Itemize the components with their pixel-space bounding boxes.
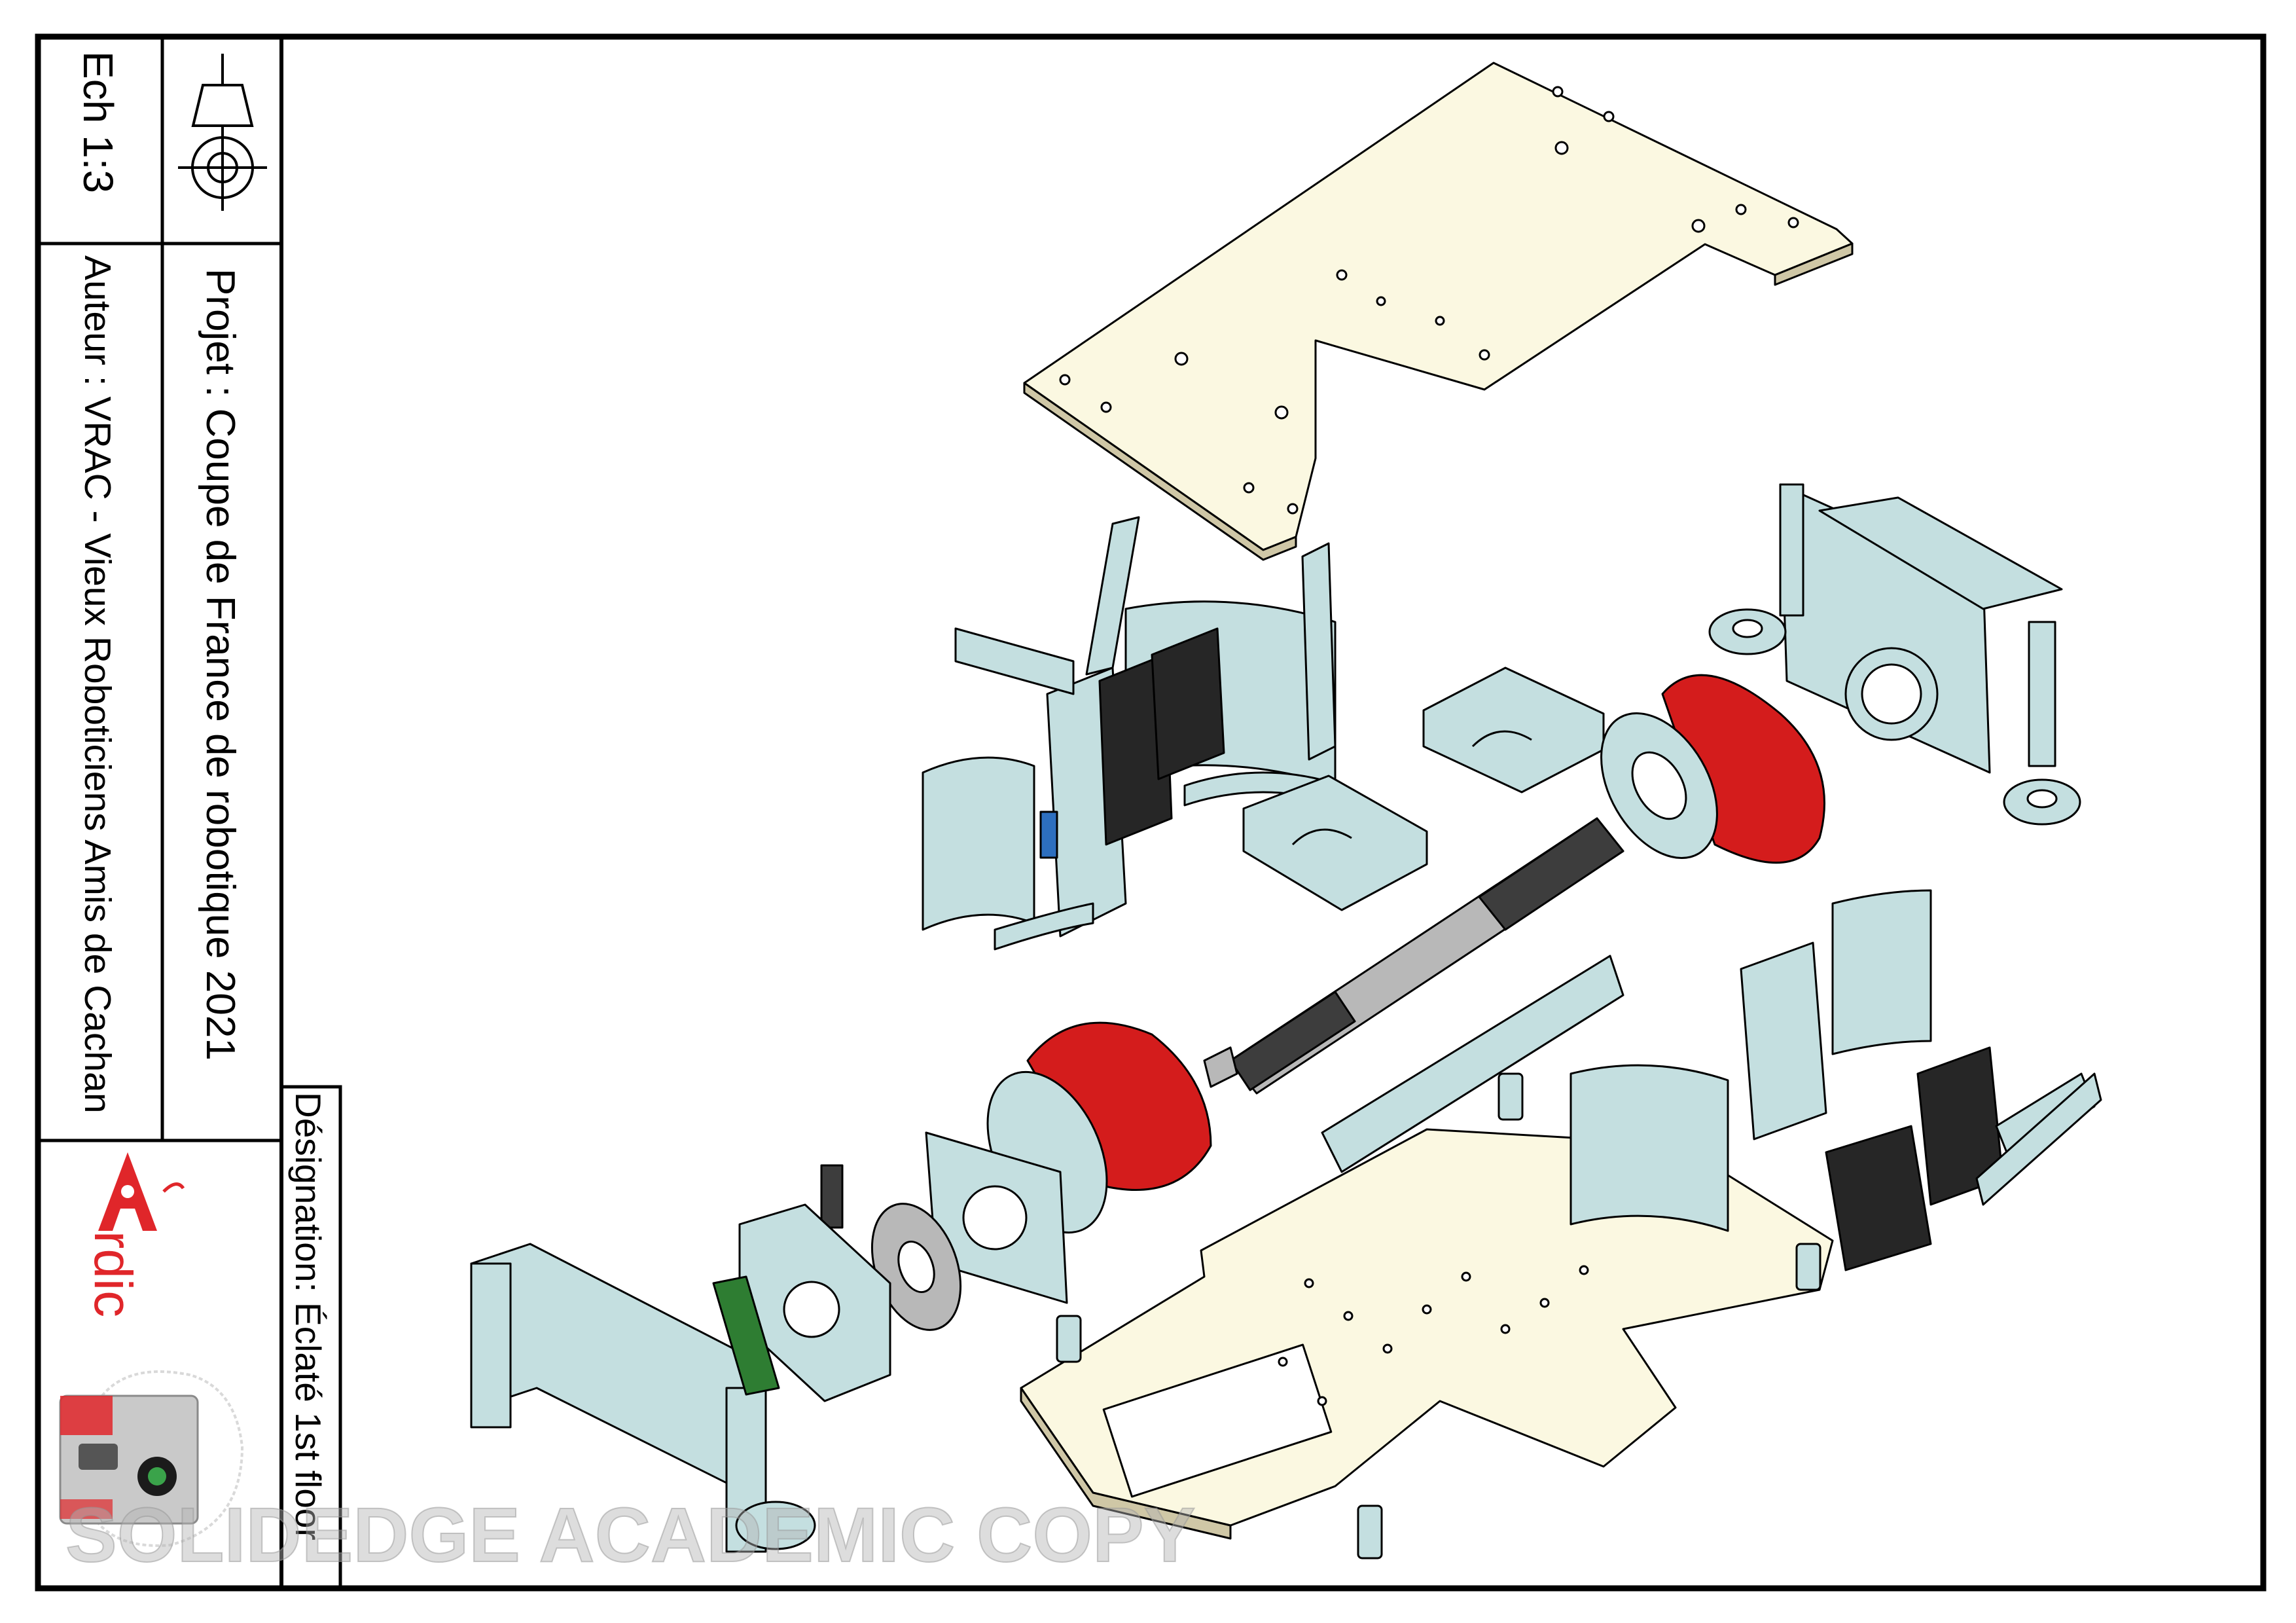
right-wheel xyxy=(1600,674,1825,864)
left-motor-flange xyxy=(925,1131,1068,1304)
right-upper-gearbox-assembly xyxy=(1708,483,2081,826)
exploded-assembly xyxy=(470,62,2102,1559)
project-label: Projet : Coupe de France de robotique 20… xyxy=(198,268,243,1061)
drawing-frame xyxy=(35,33,2267,1592)
title-block xyxy=(38,37,342,1588)
bottom-plate-holes xyxy=(1278,1265,1589,1406)
standoffs xyxy=(1056,1072,1821,1559)
left-upper-gripper-assembly xyxy=(922,516,1343,951)
top-plate xyxy=(1023,62,1854,561)
bottom-plate xyxy=(1020,1072,1834,1559)
left-lower-gearbox-assembly xyxy=(470,1203,891,1553)
designation-label: Désignation: Éclaté 1st floor xyxy=(288,1092,329,1541)
ardic-robot-logo-icon xyxy=(59,1152,244,1547)
scale-label: Ech 1:3 xyxy=(75,51,122,193)
logo-wordmark: rdic xyxy=(83,1231,143,1317)
robot-head-icon xyxy=(59,1370,244,1547)
first-angle-projection-icon xyxy=(178,54,267,211)
spring xyxy=(820,1164,844,1229)
top-plate-holes xyxy=(1059,86,1799,515)
drive-motor-assembly xyxy=(1203,817,1624,1173)
academic-watermark: SOLIDEDGE ACADEMIC COPY xyxy=(65,1492,1195,1578)
right-lower-gripper-assembly xyxy=(1570,889,2102,1271)
author-label: Auteur : VRAC - Vieux Roboticiens Amis d… xyxy=(77,255,118,1114)
